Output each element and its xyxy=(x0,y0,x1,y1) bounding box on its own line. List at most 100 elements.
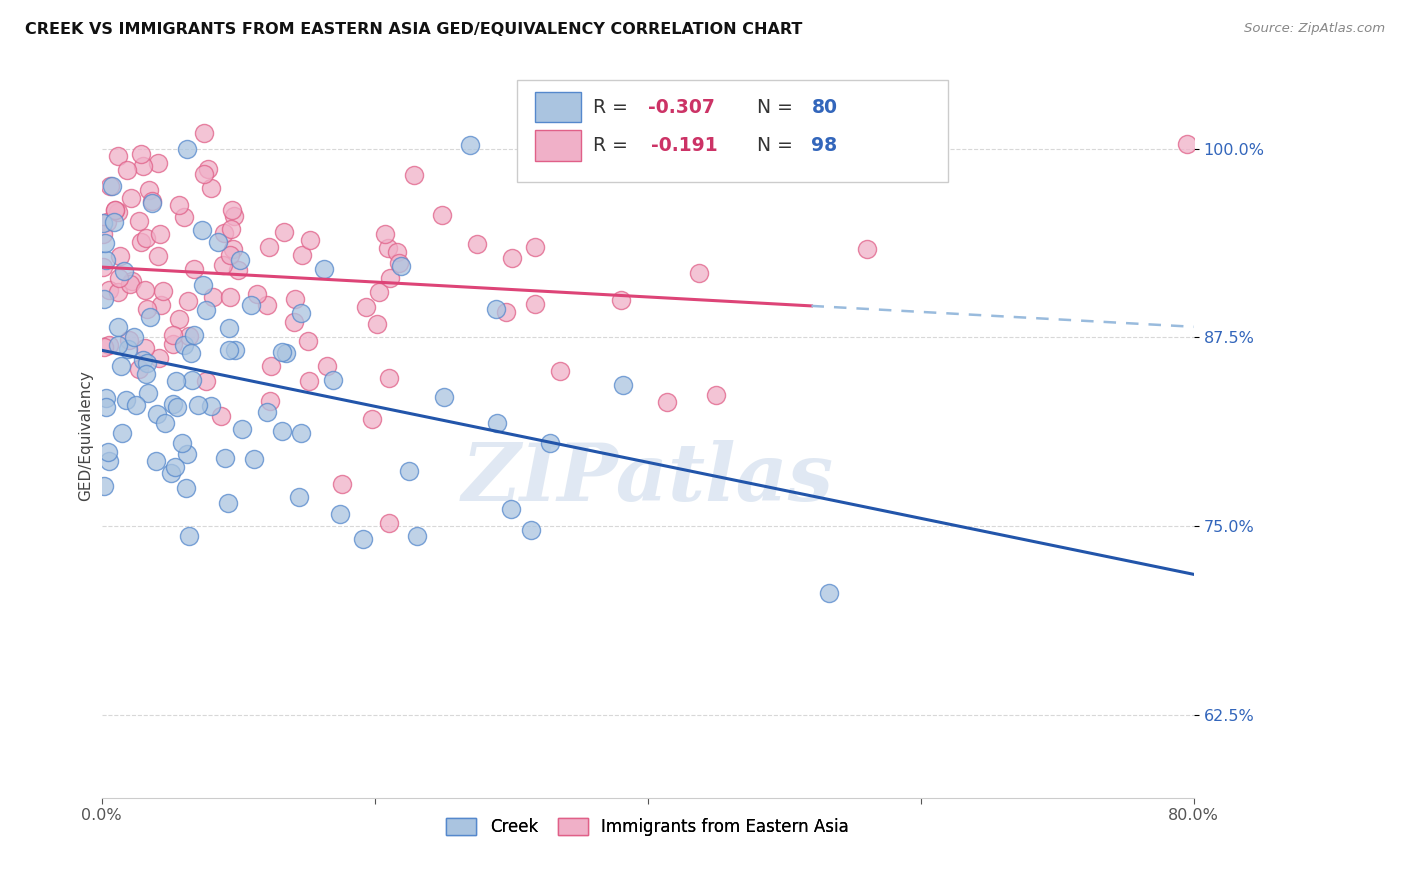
Point xyxy=(298,375,321,389)
Point xyxy=(288,490,311,504)
Point xyxy=(148,351,170,365)
Point xyxy=(128,362,150,376)
Point xyxy=(366,318,388,332)
Text: -0.191: -0.191 xyxy=(651,136,717,155)
Point xyxy=(610,293,633,307)
Point xyxy=(162,336,184,351)
Point xyxy=(256,405,278,419)
Point xyxy=(165,374,187,388)
Point xyxy=(108,249,131,263)
Point xyxy=(136,356,159,370)
Point xyxy=(129,235,152,249)
Point xyxy=(224,343,246,357)
Point xyxy=(256,298,278,312)
Point xyxy=(501,251,523,265)
Point xyxy=(181,373,204,387)
Point xyxy=(114,264,136,278)
Point xyxy=(354,300,377,314)
Point xyxy=(97,337,120,351)
Point xyxy=(167,311,190,326)
Text: R =: R = xyxy=(593,97,634,117)
Point xyxy=(98,284,121,298)
Point xyxy=(377,516,399,530)
Point xyxy=(131,159,153,173)
Point xyxy=(274,346,297,360)
Point xyxy=(120,191,142,205)
Point xyxy=(219,222,242,236)
Point xyxy=(121,274,143,288)
Point xyxy=(124,398,146,412)
Point xyxy=(117,342,139,356)
Point xyxy=(228,252,250,267)
Point xyxy=(330,477,353,491)
Point xyxy=(118,333,141,347)
Point xyxy=(132,353,155,368)
Point xyxy=(465,236,488,251)
Point xyxy=(149,227,172,241)
Point xyxy=(136,302,159,317)
Point xyxy=(103,215,125,229)
Point xyxy=(297,334,319,349)
Text: CREEK VS IMMIGRANTS FROM EASTERN ASIA GED/EQUIVALENCY CORRELATION CHART: CREEK VS IMMIGRANTS FROM EASTERN ASIA GE… xyxy=(25,22,803,37)
Point xyxy=(152,284,174,298)
Point xyxy=(548,364,571,378)
Point xyxy=(160,466,183,480)
Point xyxy=(207,235,229,249)
Point xyxy=(94,236,117,251)
Point xyxy=(107,204,129,219)
Point xyxy=(430,208,453,222)
Point xyxy=(135,368,157,382)
Point xyxy=(176,447,198,461)
Point xyxy=(214,451,236,466)
Point xyxy=(398,464,420,478)
Point xyxy=(299,233,322,247)
Text: N =: N = xyxy=(756,136,799,155)
Point xyxy=(173,338,195,352)
Text: ZIPatlas: ZIPatlas xyxy=(461,441,834,517)
Point xyxy=(218,343,240,358)
Point xyxy=(110,359,132,373)
Point xyxy=(180,346,202,360)
Point xyxy=(141,194,163,208)
Point xyxy=(523,240,546,254)
Point xyxy=(197,161,219,176)
Point xyxy=(104,202,127,217)
Point xyxy=(166,401,188,415)
Point xyxy=(212,258,235,272)
Point xyxy=(120,277,142,291)
Text: 98: 98 xyxy=(811,136,838,155)
Point xyxy=(378,371,401,385)
Point xyxy=(170,435,193,450)
Point xyxy=(107,320,129,334)
Point xyxy=(329,507,352,521)
Point xyxy=(485,416,508,430)
Point xyxy=(231,422,253,436)
Point xyxy=(107,148,129,162)
Point xyxy=(271,345,294,359)
Point xyxy=(242,452,264,467)
Point xyxy=(704,387,727,401)
Point xyxy=(115,163,138,178)
Point xyxy=(177,293,200,308)
Point xyxy=(1175,136,1198,151)
Point xyxy=(91,227,114,241)
Point xyxy=(165,459,187,474)
Point xyxy=(520,523,543,537)
Point xyxy=(149,298,172,312)
Point xyxy=(93,340,115,354)
Point xyxy=(187,398,209,412)
Point xyxy=(688,266,710,280)
Point xyxy=(202,290,225,304)
Y-axis label: GED/Equivalency: GED/Equivalency xyxy=(79,370,93,501)
Point xyxy=(385,244,408,259)
Point xyxy=(162,397,184,411)
Point xyxy=(260,359,283,373)
FancyBboxPatch shape xyxy=(516,80,948,182)
Text: Source: ZipAtlas.com: Source: ZipAtlas.com xyxy=(1244,22,1385,36)
Point xyxy=(101,179,124,194)
Point xyxy=(361,412,384,426)
Point xyxy=(315,359,337,373)
Point xyxy=(495,305,517,319)
Point xyxy=(290,426,312,441)
Point xyxy=(114,392,136,407)
